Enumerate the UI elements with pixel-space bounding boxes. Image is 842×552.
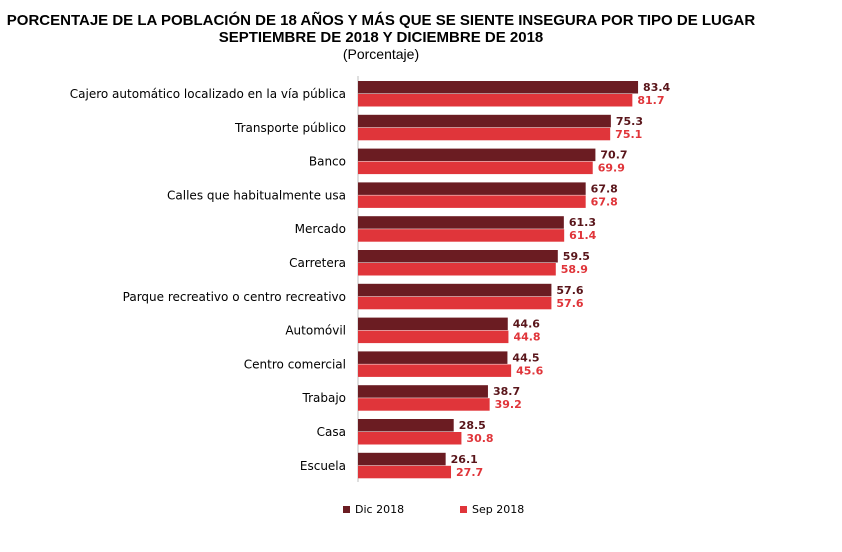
data-label-dic-2018: 26.1 bbox=[451, 453, 478, 466]
bar-sep-2018 bbox=[358, 330, 509, 344]
data-label-dic-2018: 28.5 bbox=[459, 419, 486, 432]
data-label-dic-2018: 59.5 bbox=[563, 250, 590, 263]
data-label-sep-2018: 67.8 bbox=[591, 195, 618, 208]
data-label-dic-2018: 70.7 bbox=[600, 149, 627, 162]
data-label-dic-2018: 61.3 bbox=[569, 216, 596, 229]
bar-dic-2018 bbox=[358, 452, 446, 466]
data-label-sep-2018: 44.8 bbox=[513, 331, 540, 344]
data-label-sep-2018: 75.1 bbox=[615, 128, 642, 141]
bar-dic-2018 bbox=[358, 182, 586, 195]
category-label: Cajero automático localizado en la vía p… bbox=[70, 87, 346, 101]
data-label-dic-2018: 67.8 bbox=[591, 182, 618, 195]
legend-swatch bbox=[460, 506, 467, 513]
chart-subtitle: (Porcentaje) bbox=[342, 46, 420, 62]
data-label-sep-2018: 27.7 bbox=[456, 466, 483, 479]
data-label-dic-2018: 83.4 bbox=[643, 81, 670, 94]
category-label: Casa bbox=[317, 425, 346, 439]
bar-sep-2018 bbox=[358, 229, 565, 242]
data-label-dic-2018: 44.5 bbox=[512, 351, 539, 364]
bar-dic-2018 bbox=[358, 351, 508, 364]
category-label: Escuela bbox=[300, 459, 346, 473]
category-label: Mercado bbox=[295, 222, 346, 236]
bar-sep-2018 bbox=[358, 432, 462, 445]
legend-label: Dic 2018 bbox=[355, 503, 404, 516]
data-label-sep-2018: 69.9 bbox=[598, 162, 625, 175]
data-label-dic-2018: 44.6 bbox=[513, 318, 540, 331]
category-label: Calles que habitualmente usa bbox=[167, 188, 346, 202]
data-label-sep-2018: 45.6 bbox=[516, 364, 543, 377]
category-label: Banco bbox=[309, 155, 346, 169]
data-label-sep-2018: 81.7 bbox=[637, 94, 664, 107]
category-label: Centro comercial bbox=[244, 357, 346, 371]
category-label: Transporte público bbox=[234, 121, 346, 135]
bar-sep-2018 bbox=[358, 127, 611, 141]
data-label-sep-2018: 39.2 bbox=[495, 398, 522, 411]
legend-swatch bbox=[343, 506, 350, 513]
bar-sep-2018 bbox=[358, 296, 552, 310]
category-label: Parque recreativo o centro recreativo bbox=[123, 290, 346, 304]
bar-dic-2018 bbox=[358, 81, 639, 94]
data-label-dic-2018: 75.3 bbox=[616, 115, 643, 128]
bar-sep-2018 bbox=[358, 263, 556, 276]
data-label-dic-2018: 57.6 bbox=[556, 284, 583, 297]
bar-sep-2018 bbox=[358, 195, 586, 208]
bar-sep-2018 bbox=[358, 364, 512, 377]
chart-title-line1: PORCENTAJE DE LA POBLACIÓN DE 18 AÑOS Y … bbox=[6, 12, 756, 29]
bar-dic-2018 bbox=[358, 250, 558, 263]
bar-sep-2018 bbox=[358, 94, 633, 107]
data-label-sep-2018: 58.9 bbox=[561, 263, 588, 276]
bar-dic-2018 bbox=[358, 114, 611, 128]
category-label: Automóvil bbox=[285, 324, 346, 338]
bar-sep-2018 bbox=[358, 398, 490, 411]
category-label: Carretera bbox=[289, 256, 346, 270]
data-label-sep-2018: 30.8 bbox=[466, 432, 493, 445]
bar-sep-2018 bbox=[358, 161, 593, 175]
category-label: Trabajo bbox=[302, 391, 347, 405]
bar-sep-2018 bbox=[358, 465, 452, 479]
bar-dic-2018 bbox=[358, 283, 552, 297]
bar-dic-2018 bbox=[358, 317, 508, 331]
bar-dic-2018 bbox=[358, 148, 596, 162]
chart-title-line2: SEPTIEMBRE DE 2018 Y DICIEMBRE DE 2018 bbox=[218, 29, 544, 46]
data-label-dic-2018: 38.7 bbox=[493, 385, 520, 398]
bar-dic-2018 bbox=[358, 385, 488, 398]
legend-label: Sep 2018 bbox=[472, 503, 524, 516]
bar-dic-2018 bbox=[358, 216, 564, 229]
data-label-sep-2018: 57.6 bbox=[556, 297, 583, 310]
bar-dic-2018 bbox=[358, 419, 454, 432]
data-label-sep-2018: 61.4 bbox=[569, 229, 596, 242]
